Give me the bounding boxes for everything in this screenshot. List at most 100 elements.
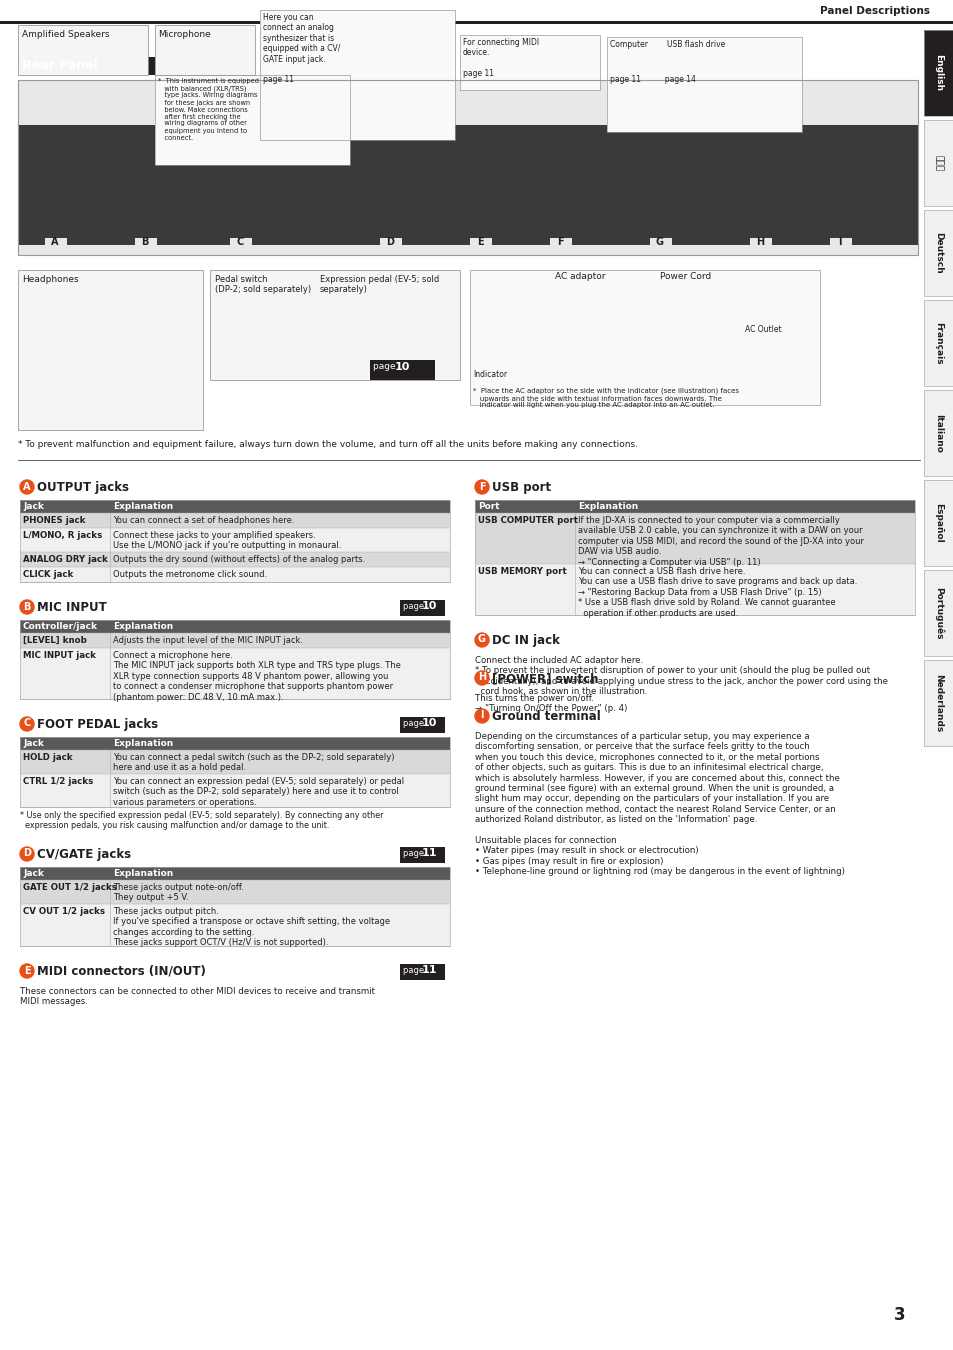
Text: I: I: [479, 710, 483, 721]
Text: Computer        USB flash drive: Computer USB flash drive: [609, 40, 724, 49]
Text: page: page: [402, 849, 426, 859]
Text: This turns the power on/off.
→ "Turning On/Off the Power" (p. 4): This turns the power on/off. → "Turning …: [475, 694, 627, 713]
Bar: [20, 500, 450, 582]
Bar: [749, 238, 771, 252]
Text: * Use only the specified expression pedal (EV-5; sold separately). By connecting: * Use only the specified expression peda…: [20, 811, 383, 830]
Bar: [470, 238, 492, 252]
Text: D: D: [386, 238, 394, 247]
Text: 10: 10: [421, 601, 436, 612]
Bar: [923, 481, 953, 566]
Bar: [154, 26, 254, 76]
Bar: [210, 270, 459, 379]
Bar: [923, 211, 953, 296]
Bar: [923, 120, 953, 207]
Bar: [20, 737, 450, 807]
Bar: [20, 880, 450, 905]
Bar: [923, 660, 953, 747]
Text: Ground terminal: Ground terminal: [492, 710, 600, 724]
Bar: [20, 648, 450, 699]
Bar: [606, 36, 801, 132]
Circle shape: [20, 964, 34, 977]
Text: [POWER] switch: [POWER] switch: [492, 672, 598, 684]
Text: Italiano: Italiano: [934, 413, 943, 452]
Text: Español: Español: [934, 504, 943, 543]
Bar: [20, 867, 450, 946]
Text: Outputs the dry sound (without effects) of the analog parts.: Outputs the dry sound (without effects) …: [112, 555, 365, 564]
Text: Panel Descriptions: Panel Descriptions: [820, 5, 929, 16]
Text: Jack: Jack: [23, 869, 44, 878]
Text: MIDI connectors (IN/OUT): MIDI connectors (IN/OUT): [37, 965, 206, 977]
Text: Deutsch: Deutsch: [934, 232, 943, 274]
Bar: [923, 30, 953, 116]
Bar: [923, 30, 953, 116]
Circle shape: [20, 481, 34, 494]
Text: A: A: [51, 238, 59, 247]
Text: MIC INPUT jack: MIC INPUT jack: [23, 651, 96, 660]
Text: 11: 11: [421, 965, 437, 975]
Text: Power Cord: Power Cord: [659, 271, 711, 281]
Bar: [154, 76, 350, 165]
Text: DC IN jack: DC IN jack: [492, 634, 559, 647]
Text: USB port: USB port: [492, 481, 551, 494]
Bar: [399, 717, 444, 733]
Text: Expression pedal (EV-5; sold
separately): Expression pedal (EV-5; sold separately): [319, 275, 438, 294]
Text: CV/GATE jacks: CV/GATE jacks: [37, 848, 131, 861]
Bar: [923, 570, 953, 656]
Text: 10: 10: [421, 718, 436, 728]
Text: English: English: [934, 54, 943, 92]
Text: AC Outlet: AC Outlet: [744, 325, 781, 333]
Text: Headphones: Headphones: [22, 275, 78, 284]
Text: HOLD jack: HOLD jack: [23, 753, 72, 761]
Text: FOOT PEDAL jacks: FOOT PEDAL jacks: [37, 718, 158, 730]
Text: You can connect a USB flash drive here.
You can use a USB flash drive to save pr: You can connect a USB flash drive here. …: [578, 567, 857, 617]
Bar: [0, 22, 953, 24]
Text: page: page: [402, 967, 426, 975]
Bar: [18, 270, 203, 431]
Text: [LEVEL] knob: [LEVEL] knob: [23, 636, 87, 645]
Text: Port: Port: [477, 502, 499, 512]
Bar: [230, 238, 252, 252]
Text: F: F: [478, 482, 485, 491]
Bar: [154, 76, 350, 165]
Text: GATE OUT 1/2 jacks: GATE OUT 1/2 jacks: [23, 883, 117, 892]
Text: Depending on the circumstances of a particular setup, you may experience a
disco: Depending on the circumstances of a part…: [475, 732, 844, 876]
Bar: [923, 390, 953, 477]
Text: MIC INPUT: MIC INPUT: [37, 601, 107, 614]
Text: Nederlands: Nederlands: [934, 674, 943, 732]
Text: page 11          page 14: page 11 page 14: [609, 76, 695, 84]
Bar: [20, 513, 450, 528]
Text: H: H: [477, 672, 485, 683]
Text: If the JD-XA is connected to your computer via a commercially
available USB 2.0 : If the JD-XA is connected to your comput…: [578, 516, 863, 567]
Bar: [649, 238, 671, 252]
Bar: [20, 620, 450, 699]
Text: Rear Panel: Rear Panel: [22, 59, 98, 72]
Text: You can connect an expression pedal (EV-5; sold separately) or pedal
switch (suc: You can connect an expression pedal (EV-…: [112, 778, 404, 807]
Text: Jack: Jack: [23, 502, 44, 512]
Text: CTRL 1/2 jacks: CTRL 1/2 jacks: [23, 778, 93, 786]
Text: C: C: [236, 238, 243, 247]
Text: 10: 10: [395, 362, 410, 373]
Text: Jack: Jack: [23, 738, 44, 748]
Bar: [20, 904, 450, 946]
Bar: [210, 270, 459, 379]
Bar: [18, 80, 917, 255]
Text: USB COMPUTER port: USB COMPUTER port: [477, 516, 578, 525]
Text: *  This instrument is equipped
   with balanced (XLR/TRS)
   type jacks. Wiring : * This instrument is equipped with balan…: [158, 78, 258, 140]
Text: 日本語: 日本語: [934, 155, 943, 171]
Circle shape: [20, 846, 34, 861]
Text: These connectors can be connected to other MIDI devices to receive and transmit
: These connectors can be connected to oth…: [20, 987, 375, 1006]
Bar: [470, 270, 820, 405]
Text: Explanation: Explanation: [112, 622, 173, 630]
Bar: [20, 774, 450, 807]
Bar: [459, 35, 599, 90]
Text: B: B: [23, 602, 30, 612]
Text: A: A: [23, 482, 30, 491]
Bar: [470, 270, 820, 405]
Text: Adjusts the input level of the MIC INPUT jack.: Adjusts the input level of the MIC INPUT…: [112, 636, 303, 645]
Text: Pedal switch
(DP-2; sold separately): Pedal switch (DP-2; sold separately): [214, 275, 311, 294]
Text: L/MONO, R jacks: L/MONO, R jacks: [23, 531, 102, 540]
Text: Controller/jack: Controller/jack: [23, 622, 98, 630]
Bar: [20, 867, 450, 880]
Bar: [550, 238, 572, 252]
Bar: [379, 238, 401, 252]
